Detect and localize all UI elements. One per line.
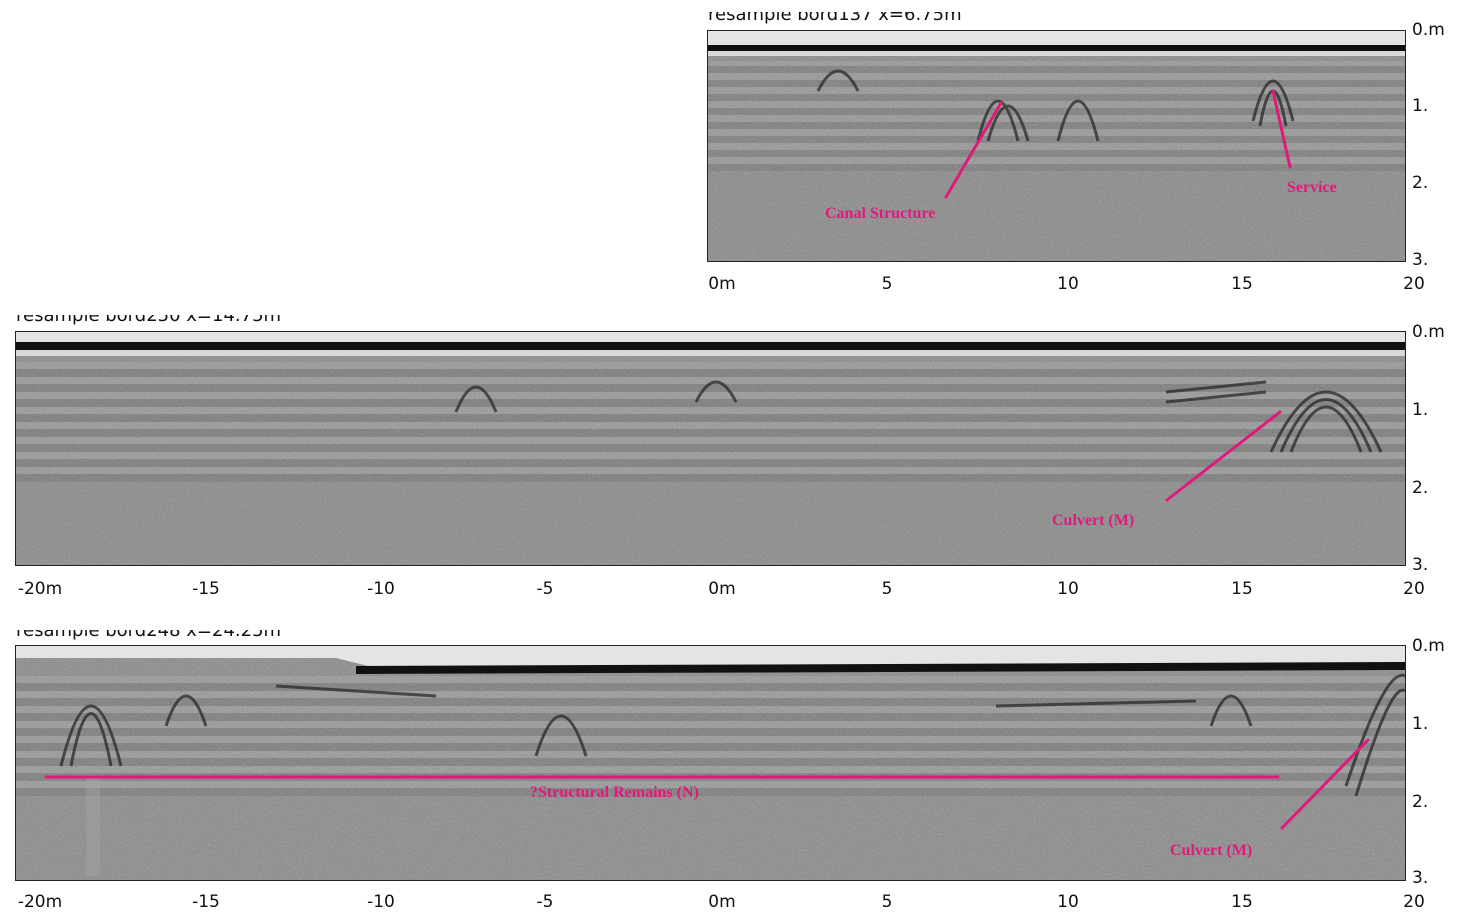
x-axis-label: 15	[1231, 892, 1253, 912]
x-axis-label: 0m	[708, 274, 736, 294]
service-leader-line	[1271, 89, 1292, 169]
radargram-image	[16, 332, 1405, 565]
depth-label: 2.	[1412, 792, 1429, 812]
x-axis-label: 5	[881, 579, 893, 599]
annotation-culvert: Culvert (M)	[1170, 842, 1253, 859]
x-axis-label: -20m	[17, 892, 63, 912]
annotation-canal-structure: Canal Structure	[825, 205, 936, 222]
depth-label: 1.	[1412, 714, 1429, 734]
depth-label: 3.	[1412, 868, 1429, 888]
x-axis-label: 20	[1403, 892, 1425, 912]
x-axis-label: 15	[1231, 274, 1253, 294]
x-axis-label: 5	[881, 892, 893, 912]
radargram-plot-2	[15, 331, 1406, 566]
radargram-image	[708, 31, 1405, 261]
depth-label: 3.	[1412, 555, 1429, 575]
panel-title: resample bord248 x=24.25m	[16, 620, 282, 641]
x-axis-label: -10	[367, 579, 395, 599]
x-axis-label: -15	[192, 892, 220, 912]
culvert-leader-line	[1280, 738, 1370, 830]
x-axis-label: 0m	[708, 892, 736, 912]
panel-title: resample bord250 x=14.75m	[16, 305, 282, 326]
annotation-culvert: Culvert (M)	[1052, 512, 1135, 529]
x-axis-label: -20m	[17, 579, 63, 599]
depth-label: 0.m	[1412, 636, 1445, 656]
panel-title: resample bord137 x=6.75m	[708, 4, 962, 25]
annotation-structural-remains: ?Structural Remains (N)	[530, 784, 699, 801]
x-axis-label: 10	[1057, 274, 1079, 294]
x-axis-label: -5	[536, 579, 554, 599]
depth-label: 1.	[1412, 96, 1429, 116]
depth-label: 2.	[1412, 478, 1429, 498]
canal-structure-leader-line	[944, 101, 1003, 199]
x-axis-label: 20	[1403, 579, 1425, 599]
x-axis-label: -10	[367, 892, 395, 912]
depth-label: 3.	[1412, 250, 1429, 270]
radargram-plot-1	[707, 30, 1406, 262]
x-axis-label: 15	[1231, 579, 1253, 599]
culvert-leader-line	[1165, 410, 1282, 502]
depth-label: 0.m	[1412, 20, 1445, 40]
x-axis-label: 20	[1403, 274, 1425, 294]
x-axis-label: -15	[192, 579, 220, 599]
x-axis-label: 0m	[708, 579, 736, 599]
x-axis-label: 10	[1057, 579, 1079, 599]
x-axis-label: 5	[881, 274, 893, 294]
depth-label: 2.	[1412, 173, 1429, 193]
annotation-service: Service	[1287, 179, 1337, 196]
x-axis-label: 10	[1057, 892, 1079, 912]
depth-label: 1.	[1412, 400, 1429, 420]
x-axis-label: -5	[536, 892, 554, 912]
depth-label: 0.m	[1412, 322, 1445, 342]
